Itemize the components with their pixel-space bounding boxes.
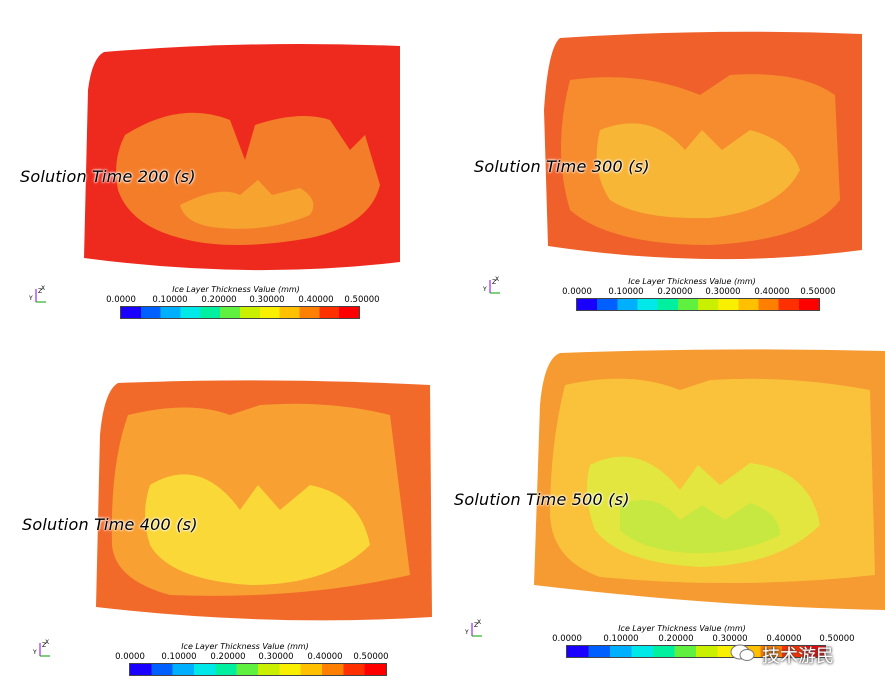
colorbar	[566, 645, 826, 658]
svg-text:Z: Z	[474, 622, 478, 629]
legend-tick: 0.30000	[258, 652, 294, 662]
colorbar-legend: Ice Layer Thickness Value (mm) 0.0000 0.…	[115, 642, 389, 678]
wechat-icon	[730, 642, 756, 669]
legend-tick: 0.10000	[161, 652, 197, 662]
svg-text:Z: Z	[42, 642, 46, 649]
legend-title: Ice Layer Thickness Value (mm)	[172, 285, 300, 294]
legend-tick: 0.20000	[201, 295, 237, 305]
windshield-contour-400	[96, 380, 432, 621]
solution-time-label: Solution Time 500 (s)	[454, 490, 630, 509]
svg-text:Y: Y	[32, 649, 37, 656]
legend-tick: 0.20000	[210, 652, 246, 662]
colorbar-legend: Ice Layer Thickness Value (mm) 0.0000 0.…	[106, 285, 380, 321]
watermark: 技术游民	[730, 640, 834, 670]
legend-tick: 0.0000	[115, 652, 145, 662]
legend-title: Ice Layer Thickness Value (mm)	[181, 642, 309, 651]
solution-time-label: Solution Time 400 (s)	[22, 515, 198, 534]
legend-tick: 0.30000	[705, 287, 741, 297]
legend-title: Ice Layer Thickness Value (mm)	[618, 624, 746, 633]
svg-text:Z: Z	[38, 288, 42, 295]
colorbar	[120, 306, 360, 319]
legend-tick: 0.50000	[819, 634, 855, 644]
legend-tick: 0.20000	[657, 287, 693, 297]
legend-tick: 0.0000	[106, 295, 136, 305]
legend-tick: 0.40000	[754, 287, 790, 297]
legend-tick: 0.30000	[249, 295, 285, 305]
legend-title: Ice Layer Thickness Value (mm)	[628, 277, 756, 286]
legend-tick: 0.50000	[344, 295, 380, 305]
legend-tick: 0.40000	[298, 295, 334, 305]
legend-tick: 0.0000	[552, 634, 582, 644]
colorbar	[576, 298, 820, 311]
solution-time-label: Solution Time 300 (s)	[474, 157, 650, 176]
svg-text:X: X	[41, 285, 45, 292]
legend-tick: 0.10000	[608, 287, 644, 297]
legend-tick: 0.40000	[766, 634, 802, 644]
legend-ticks: 0.0000 0.10000 0.20000 0.30000 0.40000 0…	[115, 652, 388, 662]
legend-tick: 0.20000	[658, 634, 694, 644]
windshield-contour-200	[84, 44, 400, 271]
svg-text:X: X	[495, 276, 499, 283]
svg-text:Y: Y	[482, 286, 487, 293]
svg-text:Y: Y	[28, 295, 33, 302]
legend-tick: 0.50000	[353, 652, 389, 662]
legend-ticks: 0.0000 0.10000 0.20000 0.30000 0.40000 0…	[106, 295, 379, 305]
svg-text:Z: Z	[492, 279, 496, 286]
legend-tick: 0.40000	[307, 652, 343, 662]
windshield-contour-500	[534, 349, 885, 610]
colorbar	[129, 663, 387, 676]
svg-text:X: X	[45, 639, 49, 646]
legend-ticks: 0.0000 0.10000 0.20000 0.30000 0.40000 0…	[562, 287, 835, 297]
legend-tick: 0.10000	[603, 634, 639, 644]
legend-tick: 0.0000	[562, 287, 592, 297]
legend-ticks: 0.0000 0.10000 0.20000 0.30000 0.40000 0…	[552, 634, 854, 644]
watermark-text: 技术游民	[762, 646, 834, 667]
colorbar-legend: Ice Layer Thickness Value (mm) 0.0000 0.…	[562, 277, 836, 313]
svg-text:Y: Y	[464, 629, 469, 636]
solution-time-label: Solution Time 200 (s)	[20, 167, 196, 186]
colorbar-legend: Ice Layer Thickness Value (mm) 0.0000 0.…	[552, 624, 855, 660]
legend-tick: 0.30000	[712, 634, 748, 644]
windshield-contour-300	[544, 31, 862, 260]
legend-tick: 0.10000	[152, 295, 188, 305]
legend-tick: 0.50000	[800, 287, 836, 297]
svg-text:X: X	[477, 619, 481, 626]
